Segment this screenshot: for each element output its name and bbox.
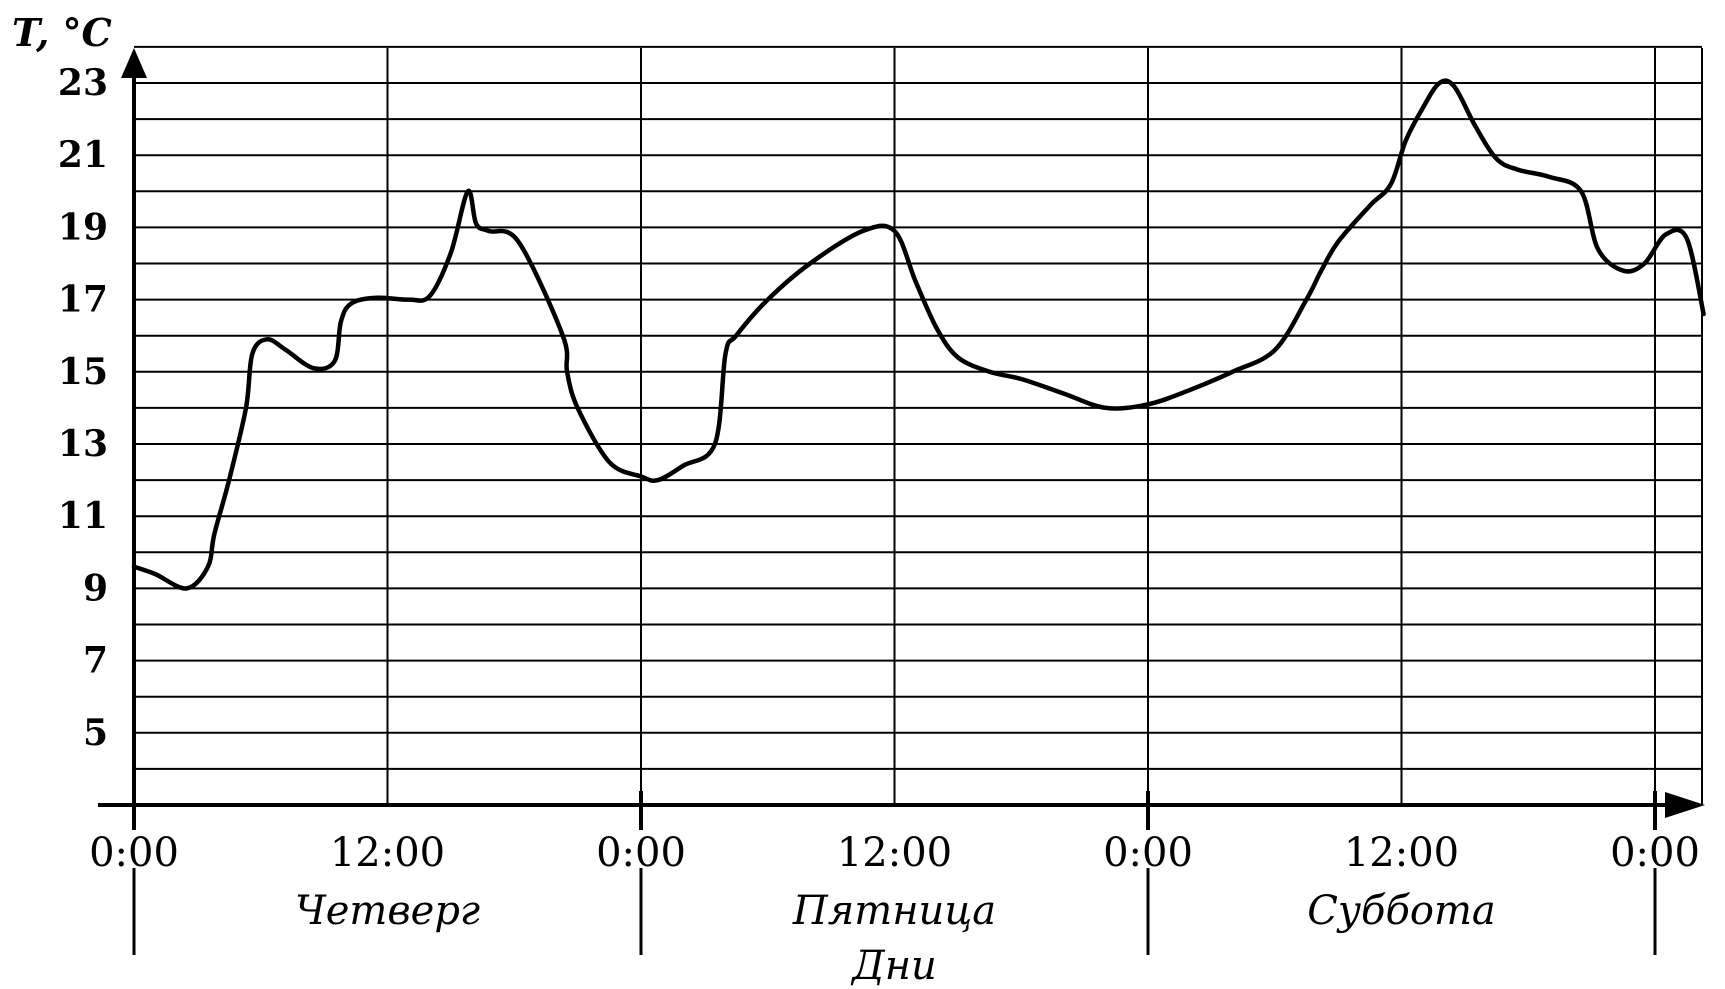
axes bbox=[98, 48, 1705, 955]
x-tick-label: 0:00 bbox=[89, 830, 179, 876]
y-tick-label: 7 bbox=[83, 640, 108, 682]
horizontal-gridlines bbox=[134, 45, 1702, 770]
y-tick-label: 13 bbox=[58, 423, 108, 465]
y-tick-label: 17 bbox=[58, 279, 108, 321]
x-axis-arrow bbox=[1665, 792, 1705, 818]
day-label: Пятница bbox=[792, 888, 996, 934]
x-tick-labels: 0:00 12:00 0:00 12:00 0:00 12:00 0:00 bbox=[89, 830, 1700, 876]
x-tick-label: 0:00 bbox=[1610, 830, 1700, 876]
day-labels: Четверг Пятница Суббота bbox=[295, 888, 1496, 934]
y-tick-label: 23 bbox=[58, 62, 108, 104]
x-tick-label: 0:00 bbox=[596, 830, 686, 876]
y-tick-label: 21 bbox=[58, 134, 108, 176]
y-axis-title: T, °C bbox=[12, 10, 112, 55]
y-tick-label: 15 bbox=[58, 351, 108, 393]
y-tick-label: 9 bbox=[83, 567, 108, 609]
x-tick-label: 12:00 bbox=[837, 830, 952, 876]
y-tick-label: 5 bbox=[83, 712, 108, 754]
y-tick-label: 11 bbox=[58, 495, 108, 537]
x-tick-label: 0:00 bbox=[1103, 830, 1193, 876]
x-axis-title: Дни bbox=[850, 943, 937, 989]
y-tick-labels: 5 7 9 11 13 15 17 19 21 23 bbox=[58, 62, 108, 754]
day-label: Четверг bbox=[295, 888, 480, 934]
x-tick-label: 12:00 bbox=[330, 830, 445, 876]
y-axis-arrow bbox=[121, 48, 147, 78]
x-tick-label: 12:00 bbox=[1344, 830, 1459, 876]
temperature-series bbox=[131, 78, 1706, 591]
temperature-line bbox=[131, 78, 1706, 591]
day-label: Суббота bbox=[1307, 888, 1496, 934]
vertical-gridlines bbox=[386, 48, 1703, 805]
y-tick-label: 19 bbox=[58, 206, 108, 248]
